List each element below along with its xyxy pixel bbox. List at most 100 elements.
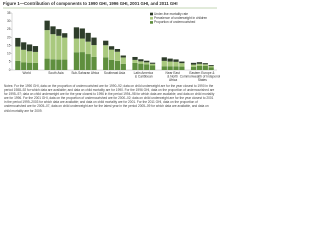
- legend-swatch: [150, 16, 153, 20]
- bar-segment: [108, 49, 115, 60]
- bar-segment: [56, 35, 62, 60]
- bar-segment: [26, 51, 33, 63]
- bar-segment: [62, 59, 68, 70]
- bar-segment: [32, 46, 39, 52]
- bar-segment: [167, 66, 173, 70]
- bar-segment: [138, 61, 144, 64]
- bar-segment: [79, 52, 85, 70]
- bar-segment: [202, 65, 208, 70]
- bar-segment: [179, 63, 185, 67]
- y-tick-label: 20: [7, 35, 11, 39]
- bar-segment: [44, 58, 50, 70]
- y-tick-label: 30: [7, 19, 11, 23]
- bar-segment: [120, 57, 126, 64]
- bar-segment: [85, 32, 91, 42]
- bar-segment: [173, 66, 179, 70]
- bar-segment: [132, 62, 138, 70]
- bar-segment: [114, 48, 121, 52]
- chart-title: Figure 1—Contribution of components to 1…: [3, 1, 178, 6]
- bar-segment: [161, 57, 167, 61]
- bar-segment: [15, 46, 21, 61]
- bar-segment: [190, 64, 197, 67]
- bar-segment: [149, 65, 156, 70]
- bar-segment: [120, 63, 126, 70]
- bar-segment: [179, 66, 185, 70]
- y-tick-label: 15: [7, 43, 11, 47]
- bar-segment: [50, 26, 56, 35]
- bar-segment: [144, 64, 150, 70]
- bar-segment: [21, 42, 27, 50]
- bar-segment: [62, 37, 68, 60]
- bar-segment: [208, 65, 214, 67]
- bar-segment: [108, 59, 115, 70]
- bar-segment: [196, 63, 203, 66]
- bar-segment: [73, 38, 80, 53]
- bar-segment: [103, 40, 109, 46]
- chart: Figure 1—Contribution of components to 1…: [3, 1, 220, 82]
- group-label: South Asia: [48, 71, 63, 75]
- group-label: Southeast Asia: [104, 71, 125, 75]
- bar-segment: [190, 66, 197, 70]
- bar-segment: [144, 62, 150, 65]
- group-label: Latin America & Caribbean: [134, 71, 154, 78]
- y-tick-label: 0: [9, 68, 11, 72]
- bar-segment: [91, 45, 97, 57]
- bar-segment: [179, 61, 185, 64]
- group-label: Sub-Saharan Africa: [71, 71, 99, 75]
- bar-segment: [196, 65, 203, 70]
- bar-segment: [50, 59, 56, 70]
- bar-segment: [149, 62, 156, 64]
- bar-segment: [114, 60, 121, 70]
- y-tick-label: 5: [9, 60, 11, 64]
- bar-segment: [173, 61, 179, 67]
- legend-swatch: [150, 21, 153, 24]
- y-tick-label: 35: [7, 11, 11, 15]
- bar-segment: [114, 51, 121, 61]
- bar-segment: [120, 55, 126, 58]
- bar-segment: [56, 59, 62, 70]
- group-label: World: [23, 71, 31, 75]
- bar-segment: [208, 67, 214, 70]
- bar-segment: [85, 41, 91, 55]
- bar-segment: [196, 62, 203, 64]
- bar-segment: [167, 58, 173, 62]
- legend-label: Prevalence of underweight in children: [154, 16, 207, 20]
- page: Figure 1—Contribution of components to 1…: [0, 0, 220, 127]
- bar-segment: [26, 44, 33, 52]
- bar-segment: [138, 63, 144, 70]
- bar-segment: [173, 59, 179, 62]
- bar-segment: [132, 56, 138, 60]
- bar-segment: [103, 57, 109, 70]
- y-tick-label: 25: [7, 27, 11, 31]
- bar-segment: [73, 52, 80, 70]
- bar-segment: [15, 37, 21, 47]
- y-tick-label: 10: [7, 52, 11, 56]
- bar-segment: [15, 60, 21, 70]
- bar-segment: [44, 20, 50, 31]
- bar-segment: [73, 27, 80, 39]
- bar-segment: [50, 34, 56, 60]
- bar-segment: [138, 59, 144, 62]
- bar-segment: [56, 29, 62, 36]
- bar-segment: [202, 63, 208, 65]
- group-label: Eastern Europe & Commonwealth of Indepen…: [180, 71, 220, 82]
- notes: Notes: For the 1990 GHI, data on the pro…: [4, 84, 215, 113]
- bar-segment: [167, 61, 173, 67]
- bar-segment: [103, 45, 109, 58]
- bar-segment: [32, 62, 39, 70]
- bar-segment: [91, 37, 97, 46]
- bar-segment: [79, 28, 85, 39]
- bar-segment: [161, 66, 167, 70]
- group-label: Near East & North Africa: [166, 71, 181, 82]
- bar-segment: [21, 62, 27, 70]
- bar-segment: [32, 51, 39, 63]
- bar-segment: [202, 64, 208, 66]
- legend-label: Proportion of undernourished: [154, 20, 196, 24]
- bar-segment: [108, 46, 115, 50]
- bar-segment: [190, 62, 197, 65]
- bar-segment: [208, 66, 214, 68]
- bar-segment: [149, 63, 156, 66]
- bar-segment: [44, 30, 50, 59]
- bar-segment: [91, 56, 97, 70]
- legend-swatch: [150, 12, 153, 16]
